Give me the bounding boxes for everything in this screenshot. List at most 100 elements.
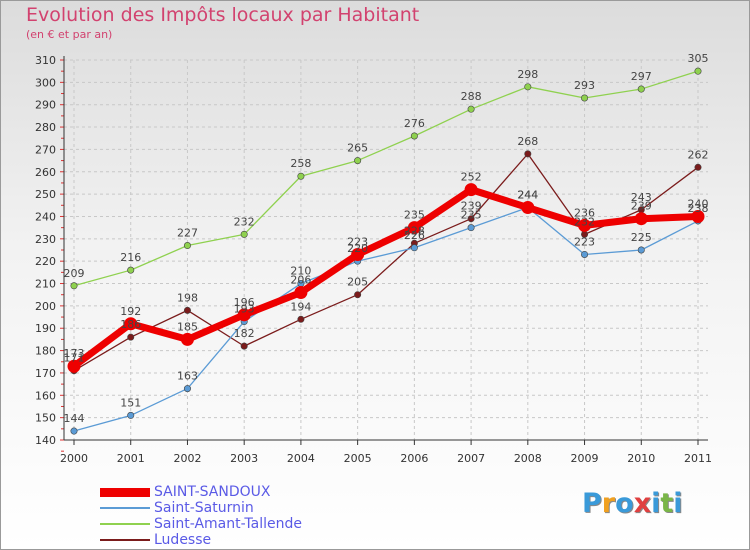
x-tick-label: 2010 bbox=[627, 452, 655, 465]
data-label: 225 bbox=[631, 231, 652, 244]
data-label: 235 bbox=[404, 209, 425, 222]
data-point bbox=[634, 212, 648, 226]
legend-swatch bbox=[100, 487, 150, 497]
data-label: 252 bbox=[461, 171, 482, 184]
y-tick-label: 170 bbox=[35, 367, 56, 380]
data-point bbox=[354, 157, 362, 165]
x-tick-label: 2002 bbox=[173, 452, 201, 465]
data-label: 196 bbox=[234, 296, 255, 309]
data-point bbox=[240, 230, 248, 238]
logo-letter: r bbox=[601, 488, 616, 519]
data-label: 151 bbox=[120, 396, 141, 409]
data-point bbox=[294, 285, 308, 299]
data-label: 209 bbox=[64, 267, 85, 280]
data-label: 243 bbox=[631, 191, 652, 204]
data-point bbox=[581, 94, 589, 102]
series-line-ludesse bbox=[73, 153, 699, 372]
logo-letter: x bbox=[633, 488, 652, 519]
data-point bbox=[694, 163, 702, 171]
data-point bbox=[183, 385, 191, 393]
series-line-saint-sandoux bbox=[71, 186, 699, 370]
data-label: 265 bbox=[347, 142, 368, 155]
x-tick-label: 2011 bbox=[684, 452, 712, 465]
data-label: 238 bbox=[688, 202, 709, 215]
data-point bbox=[127, 266, 135, 274]
data-label: 182 bbox=[234, 327, 255, 340]
legend-swatch bbox=[100, 539, 150, 541]
data-label: 298 bbox=[517, 68, 538, 81]
chart-title: Evolution des Impôts locaux par Habitant bbox=[26, 4, 420, 26]
y-tick-label: 260 bbox=[35, 166, 56, 179]
data-point bbox=[351, 247, 365, 261]
legend-swatch bbox=[100, 523, 150, 525]
y-tick-label: 290 bbox=[35, 99, 56, 112]
data-point bbox=[237, 308, 251, 322]
data-label: 297 bbox=[631, 70, 652, 83]
data-point bbox=[127, 411, 135, 419]
x-tick-label: 2006 bbox=[400, 452, 428, 465]
data-label: 232 bbox=[234, 215, 255, 228]
data-label: 268 bbox=[517, 135, 538, 148]
data-point bbox=[581, 250, 589, 258]
data-label: 239 bbox=[631, 200, 652, 213]
proxiti-logo: Proxiti bbox=[582, 488, 683, 519]
y-tick-label: 150 bbox=[35, 412, 56, 425]
data-point bbox=[467, 105, 475, 113]
y-tick-label: 250 bbox=[35, 188, 56, 201]
x-tick-label: 2007 bbox=[457, 452, 485, 465]
data-label: 236 bbox=[574, 206, 595, 219]
data-point bbox=[467, 224, 475, 232]
data-label: 205 bbox=[347, 276, 368, 289]
logo-letter: P bbox=[582, 488, 602, 519]
data-label: 206 bbox=[290, 273, 311, 286]
data-point bbox=[691, 209, 705, 223]
data-point bbox=[694, 67, 702, 75]
data-label: 228 bbox=[404, 224, 425, 237]
logo-letter: i bbox=[651, 488, 661, 519]
legend-label: SAINT-SANDOUX bbox=[154, 484, 271, 500]
data-label: 244 bbox=[517, 189, 538, 202]
logo-letter: o bbox=[615, 488, 634, 519]
data-point bbox=[183, 306, 191, 314]
data-label: 223 bbox=[574, 235, 595, 248]
y-tick-label: 200 bbox=[35, 300, 56, 313]
legend-label: Saint-Saturnin bbox=[154, 500, 254, 516]
data-label: 293 bbox=[574, 79, 595, 92]
y-tick-label: 230 bbox=[35, 233, 56, 246]
series-line-saint-amant-tallende bbox=[73, 70, 699, 287]
data-label: 288 bbox=[461, 90, 482, 103]
data-point bbox=[637, 246, 645, 254]
x-tick-label: 2003 bbox=[230, 452, 258, 465]
data-point bbox=[410, 132, 418, 140]
data-label: 244 bbox=[517, 189, 538, 202]
data-point bbox=[410, 244, 418, 252]
chart-subtitle: (en € et par an) bbox=[26, 28, 113, 41]
data-label: 185 bbox=[177, 320, 198, 333]
logo-letter: t bbox=[660, 488, 674, 519]
data-point bbox=[124, 317, 138, 331]
x-tick-label: 2005 bbox=[344, 452, 372, 465]
data-point bbox=[467, 215, 475, 223]
data-label: 216 bbox=[120, 251, 141, 264]
data-label: 210 bbox=[290, 265, 311, 278]
data-point bbox=[354, 291, 362, 299]
data-label: 223 bbox=[347, 235, 368, 248]
data-point bbox=[524, 83, 532, 91]
y-tick-label: 300 bbox=[35, 76, 56, 89]
data-label: 227 bbox=[177, 227, 198, 240]
x-tick-label: 2008 bbox=[514, 452, 542, 465]
logo-letter: i bbox=[673, 488, 683, 519]
data-label: 163 bbox=[177, 370, 198, 383]
series-line-saint-saturnin bbox=[73, 206, 699, 432]
data-label: 198 bbox=[177, 291, 198, 304]
y-tick-label: 280 bbox=[35, 121, 56, 134]
data-label: 220 bbox=[347, 242, 368, 255]
data-label: 239 bbox=[461, 200, 482, 213]
data-label: 232 bbox=[574, 215, 595, 228]
y-tick-label: 160 bbox=[35, 389, 56, 402]
data-label: 144 bbox=[64, 412, 85, 425]
data-point bbox=[297, 172, 305, 180]
data-point bbox=[180, 332, 194, 346]
data-label: 193 bbox=[234, 303, 255, 316]
data-label: 235 bbox=[461, 209, 482, 222]
